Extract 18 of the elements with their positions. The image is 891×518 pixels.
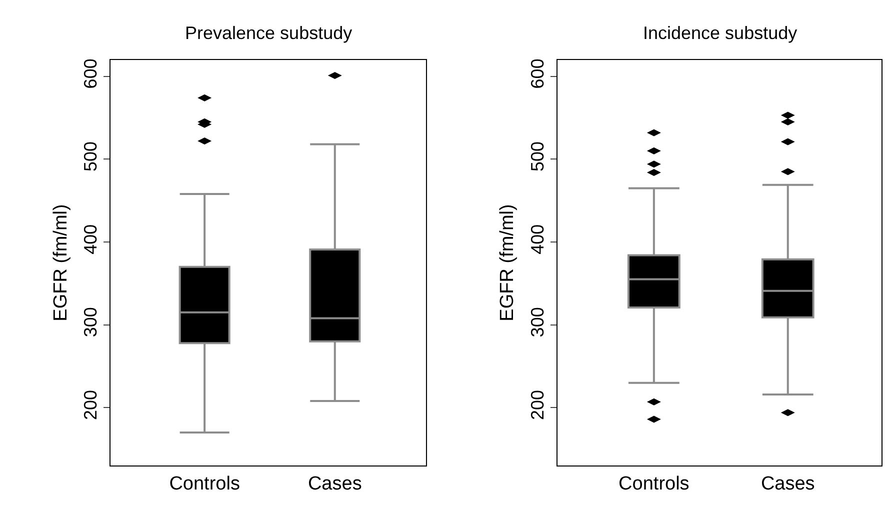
y-tick-label: 600 bbox=[527, 58, 548, 89]
x-tick-label: Controls bbox=[618, 473, 690, 494]
chart-title: Prevalence substudy bbox=[185, 23, 352, 43]
y-tick-label: 600 bbox=[80, 58, 101, 89]
y-tick-label: 500 bbox=[527, 141, 548, 172]
y-tick-label: 200 bbox=[527, 390, 548, 420]
y-axis-title: EGFR (fm/ml) bbox=[497, 204, 518, 322]
y-tick-label: 500 bbox=[80, 141, 101, 172]
x-tick-label: Cases bbox=[760, 473, 815, 494]
y-tick-label: 200 bbox=[80, 390, 101, 420]
y-axis-title: EGFR (fm/ml) bbox=[50, 204, 72, 322]
y-tick-label: 300 bbox=[527, 307, 548, 338]
y-tick-label: 300 bbox=[80, 307, 101, 338]
y-tick-label: 400 bbox=[80, 224, 101, 254]
y-tick-label: 400 bbox=[527, 224, 548, 254]
chart-title: Incidence substudy bbox=[643, 23, 798, 43]
x-tick-label: Cases bbox=[308, 473, 362, 494]
x-tick-label: Controls bbox=[169, 473, 240, 494]
